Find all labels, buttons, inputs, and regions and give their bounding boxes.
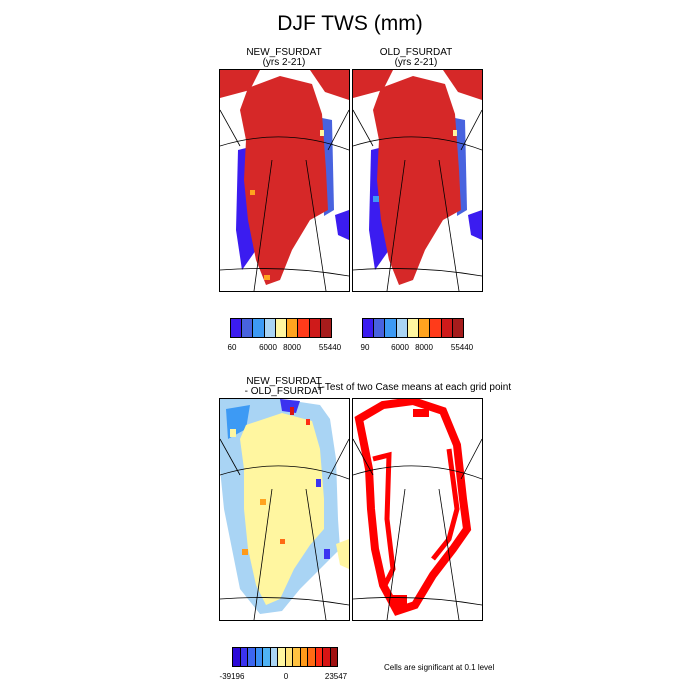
colorbar-swatch	[330, 648, 337, 666]
colorbar-swatch	[270, 648, 278, 666]
colorbar-swatch	[452, 319, 463, 337]
colorbar-new	[230, 318, 332, 338]
colorbar-label: 90	[360, 343, 370, 352]
colorbar-swatch	[300, 648, 308, 666]
panel-title-ttest: T-Test of two Case means at each grid po…	[316, 382, 512, 393]
greenland-map-new	[220, 70, 349, 291]
colorbar-label: -39196	[219, 672, 245, 681]
colorbar-swatch	[309, 319, 321, 337]
colorbar-swatch	[248, 648, 256, 666]
colorbar-swatch	[287, 319, 299, 337]
greenland-map-old	[353, 70, 482, 291]
colorbar-swatch	[374, 319, 386, 337]
colorbar-label: 23547	[324, 672, 348, 681]
colorbar-swatch	[396, 319, 408, 337]
panel-title-line1: NEW_FSURDAT	[246, 376, 322, 387]
greenland-map-diff	[220, 399, 349, 620]
map-panel-new	[219, 69, 350, 292]
colorbar-swatch	[275, 319, 288, 337]
significance-note: Cells are significant at 0.1 level	[384, 663, 495, 672]
colorbar-swatch	[242, 319, 254, 337]
map-panel-diff	[219, 398, 350, 621]
colorbar-swatch	[263, 648, 271, 666]
panel-title-line1: NEW_FSURDAT	[246, 47, 322, 58]
panel-title-line2: - OLD_FSURDAT	[244, 386, 324, 397]
panel-title-line2: (yrs 2-21)	[394, 57, 438, 68]
colorbar-old	[362, 318, 464, 338]
panel-title-diff: NEW_FSURDAT - OLD_FSURDAT	[214, 377, 354, 397]
colorbar-swatch	[285, 648, 293, 666]
colorbar-label: 8000	[415, 343, 433, 352]
colorbar-label: 8000	[283, 343, 301, 352]
colorbar-swatch	[240, 648, 248, 666]
panel-title-new: NEW_FSURDAT (yrs 2-21)	[214, 48, 354, 68]
main-title: DJF TWS (mm)	[277, 12, 423, 35]
colorbar-swatch	[323, 648, 331, 666]
colorbar-swatch	[419, 319, 431, 337]
colorbar-label: 55440	[450, 343, 474, 352]
colorbar-swatch	[293, 648, 301, 666]
colorbar-swatch	[264, 319, 276, 337]
panel-title-old: OLD_FSURDAT (yrs 2-21)	[346, 48, 486, 68]
colorbar-diff	[232, 647, 338, 667]
colorbar-swatch	[407, 319, 420, 337]
colorbar-swatch	[441, 319, 453, 337]
colorbar-swatch	[278, 648, 286, 666]
panel-title-line2: (yrs 2-21)	[262, 57, 306, 68]
colorbar-swatch	[320, 319, 331, 337]
colorbar-swatch	[385, 319, 397, 337]
colorbar-label: 0	[283, 672, 289, 681]
colorbar-swatch	[308, 648, 316, 666]
colorbar-swatch	[363, 319, 375, 337]
colorbar-swatch	[253, 319, 265, 337]
colorbar-swatch	[255, 648, 263, 666]
map-panel-old	[352, 69, 483, 292]
colorbar-swatch	[231, 319, 243, 337]
colorbar-swatch	[298, 319, 310, 337]
colorbar-swatch	[233, 648, 241, 666]
greenland-map-ttest	[353, 399, 482, 620]
colorbar-label: 6000	[259, 343, 277, 352]
colorbar-label: 6000	[391, 343, 409, 352]
colorbar-swatch	[430, 319, 442, 337]
colorbar-label: 60	[227, 343, 237, 352]
colorbar-label: 55440	[318, 343, 342, 352]
map-panel-ttest	[352, 398, 483, 621]
panel-title-line1: OLD_FSURDAT	[379, 47, 453, 58]
colorbar-swatch	[315, 648, 323, 666]
